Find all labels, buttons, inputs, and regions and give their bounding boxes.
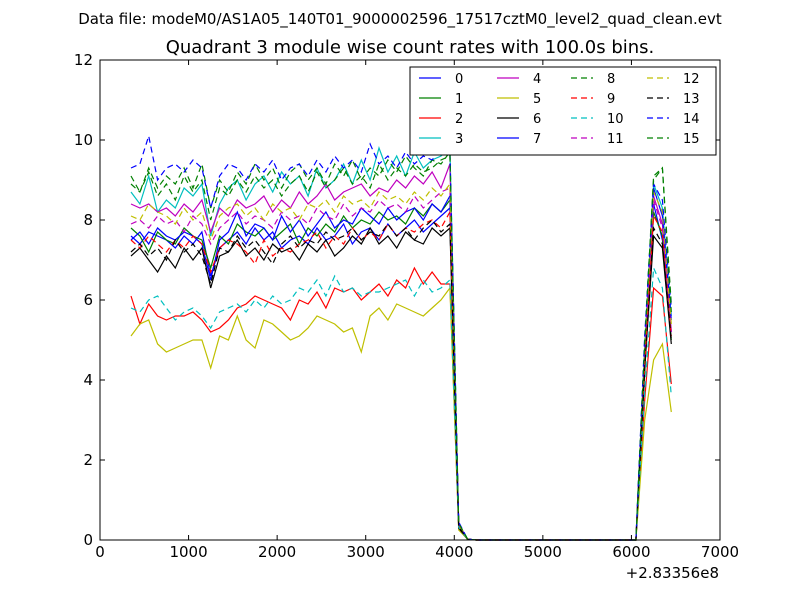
series-line-2 [130, 266, 672, 541]
x-tick-label: 6000 [612, 543, 650, 561]
series-line-12 [130, 182, 672, 541]
legend-label-0: 0 [455, 72, 463, 87]
legend-box [409, 66, 717, 156]
legend-label-2: 2 [455, 112, 463, 127]
series-line-9 [130, 209, 672, 541]
y-tick-label: 10 [74, 131, 93, 149]
x-tick-label: 0 [95, 543, 105, 561]
x-tick-label: 3000 [347, 543, 385, 561]
y-tick-label: 2 [83, 451, 93, 469]
legend-label-13: 13 [683, 92, 700, 107]
y-tick-label: 12 [74, 51, 93, 69]
x-tick-label: 2000 [258, 543, 296, 561]
legend-label-3: 3 [455, 132, 463, 147]
legend-label-8: 8 [607, 72, 615, 87]
series-line-14 [130, 135, 672, 541]
legend-label-15: 15 [683, 132, 700, 147]
y-tick-label: 4 [83, 371, 93, 389]
x-tick-label: 7000 [701, 543, 739, 561]
series-line-13 [130, 219, 672, 541]
x-offset-label: +2.83356e8 [626, 564, 719, 582]
legend-label-1: 1 [455, 92, 463, 107]
legend-label-4: 4 [533, 72, 541, 87]
y-tick-label: 6 [83, 291, 93, 309]
series-line-15 [130, 155, 672, 541]
y-tick-label: 8 [83, 211, 93, 229]
y-tick-label: 0 [83, 531, 93, 549]
chart-title: Quadrant 3 module wise count rates with … [166, 37, 655, 58]
legend-label-12: 12 [683, 72, 700, 87]
chart-suptitle: Data file: modeM0/AS1A05_140T01_90000025… [78, 10, 722, 29]
series-line-1 [130, 198, 672, 541]
series-line-0 [130, 203, 672, 541]
legend-label-14: 14 [683, 112, 700, 127]
x-tick-label: 5000 [524, 543, 562, 561]
legend-label-5: 5 [533, 92, 541, 107]
legend-label-10: 10 [607, 112, 624, 127]
series-line-10 [130, 267, 672, 541]
series-line-3 [130, 146, 672, 541]
plot-area [130, 135, 672, 541]
x-tick-label: 4000 [435, 543, 473, 561]
legend-label-6: 6 [533, 112, 541, 127]
legend-label-7: 7 [533, 132, 541, 147]
series-line-8 [130, 150, 672, 541]
legend-label-9: 9 [607, 92, 615, 107]
x-tick-label: 1000 [169, 543, 207, 561]
legend-label-11: 11 [607, 132, 624, 147]
